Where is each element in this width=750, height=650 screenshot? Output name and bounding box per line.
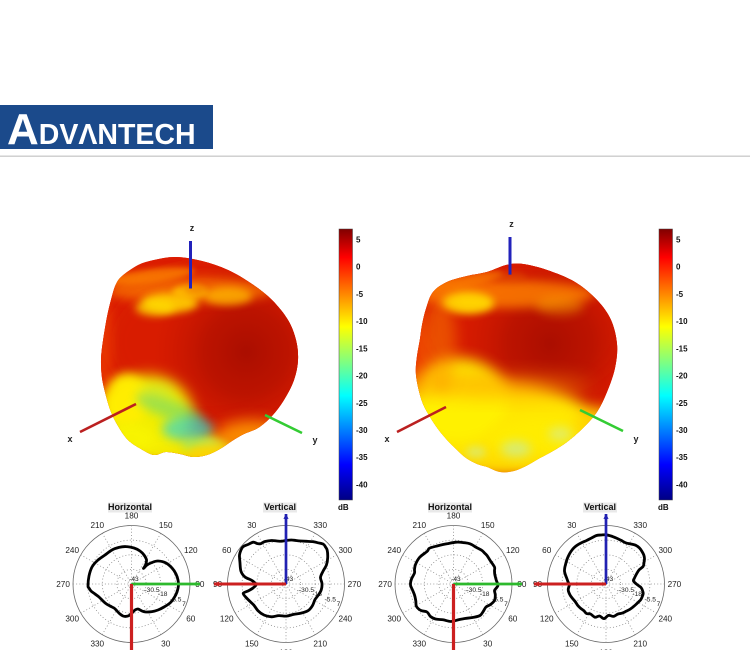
svg-text:-25: -25 <box>676 399 688 408</box>
svg-text:180: 180 <box>279 649 293 650</box>
svg-text:330: 330 <box>313 521 327 530</box>
svg-text:30: 30 <box>247 521 257 530</box>
svg-text:270: 270 <box>348 580 362 589</box>
svg-text:330: 330 <box>90 639 104 648</box>
svg-text:150: 150 <box>565 639 579 648</box>
svg-text:240: 240 <box>65 546 79 555</box>
svg-text:x: x <box>384 434 389 444</box>
svg-text:-30: -30 <box>676 426 688 435</box>
svg-text:-5: -5 <box>356 290 364 299</box>
svg-text:-18: -18 <box>632 591 642 598</box>
svg-text:-20: -20 <box>676 372 688 381</box>
svg-text:60: 60 <box>222 546 232 555</box>
svg-text:-43: -43 <box>451 576 461 583</box>
svg-text:5: 5 <box>356 235 361 244</box>
svg-text:210: 210 <box>90 521 104 530</box>
svg-text:-43: -43 <box>604 576 614 583</box>
svg-text:180: 180 <box>125 512 139 521</box>
svg-text:Vertical: Vertical <box>264 502 296 512</box>
svg-text:5: 5 <box>676 235 681 244</box>
svg-text:7: 7 <box>182 601 186 608</box>
svg-text:240: 240 <box>338 614 352 623</box>
svg-text:150: 150 <box>245 639 259 648</box>
svg-text:300: 300 <box>338 546 352 555</box>
svg-text:Vertical: Vertical <box>584 502 616 512</box>
svg-text:60: 60 <box>542 546 552 555</box>
svg-text:120: 120 <box>220 614 234 623</box>
svg-text:210: 210 <box>633 639 647 648</box>
svg-text:-5.5: -5.5 <box>170 596 182 603</box>
svg-text:-30.5: -30.5 <box>144 587 159 594</box>
svg-text:-35: -35 <box>676 453 688 462</box>
svg-text:30: 30 <box>161 639 171 648</box>
svg-text:z: z <box>190 223 195 233</box>
svg-text:-18: -18 <box>480 591 490 598</box>
svg-text:270: 270 <box>378 580 392 589</box>
svg-text:300: 300 <box>387 614 401 623</box>
svg-text:-30.5: -30.5 <box>299 587 314 594</box>
svg-text:-5.5: -5.5 <box>325 596 337 603</box>
svg-text:60: 60 <box>508 614 518 623</box>
svg-text:180: 180 <box>447 512 461 521</box>
svg-text:270: 270 <box>56 580 70 589</box>
svg-text:-20: -20 <box>356 372 368 381</box>
svg-text:y: y <box>633 434 638 444</box>
svg-text:Horizontal: Horizontal <box>108 502 152 512</box>
svg-text:30: 30 <box>567 521 577 530</box>
svg-text:-5.5: -5.5 <box>645 596 657 603</box>
svg-text:7: 7 <box>337 601 341 608</box>
svg-text:-43: -43 <box>129 576 139 583</box>
svg-text:90: 90 <box>517 580 527 589</box>
svg-text:dB: dB <box>338 503 349 512</box>
svg-text:240: 240 <box>658 614 672 623</box>
svg-text:0: 0 <box>676 263 681 272</box>
svg-text:-25: -25 <box>356 399 368 408</box>
svg-text:-30.5: -30.5 <box>466 587 481 594</box>
svg-text:-10: -10 <box>676 317 688 326</box>
svg-text:-15: -15 <box>676 344 688 353</box>
svg-text:ADVΛNTECH: ADVΛNTECH <box>7 105 196 154</box>
svg-text:0: 0 <box>356 263 361 272</box>
svg-text:-5: -5 <box>676 290 684 299</box>
svg-text:330: 330 <box>633 521 647 530</box>
svg-text:y: y <box>312 435 317 445</box>
svg-text:-10: -10 <box>356 317 368 326</box>
svg-text:-30.5: -30.5 <box>619 587 634 594</box>
svg-text:-15: -15 <box>356 344 368 353</box>
svg-text:-30: -30 <box>356 426 368 435</box>
svg-text:210: 210 <box>412 521 426 530</box>
svg-text:270: 270 <box>668 580 682 589</box>
svg-text:180: 180 <box>599 649 613 650</box>
svg-text:7: 7 <box>504 601 508 608</box>
svg-text:240: 240 <box>387 546 401 555</box>
svg-text:-18: -18 <box>158 591 168 598</box>
svg-text:300: 300 <box>65 614 79 623</box>
svg-text:150: 150 <box>481 521 495 530</box>
svg-text:90: 90 <box>195 580 205 589</box>
svg-text:-35: -35 <box>356 453 368 462</box>
svg-text:120: 120 <box>540 614 554 623</box>
svg-text:-5.5: -5.5 <box>492 596 504 603</box>
svg-text:30: 30 <box>483 639 493 648</box>
svg-text:dB: dB <box>658 503 669 512</box>
svg-text:-40: -40 <box>676 481 688 490</box>
svg-text:300: 300 <box>658 546 672 555</box>
svg-text:210: 210 <box>313 639 327 648</box>
svg-text:Horizontal: Horizontal <box>428 502 472 512</box>
svg-text:7: 7 <box>657 601 661 608</box>
svg-text:150: 150 <box>159 521 173 530</box>
svg-text:330: 330 <box>412 639 426 648</box>
svg-text:-40: -40 <box>356 481 368 490</box>
svg-text:-43: -43 <box>284 576 294 583</box>
svg-text:z: z <box>509 219 514 229</box>
svg-text:60: 60 <box>186 614 196 623</box>
svg-text:120: 120 <box>184 546 198 555</box>
svg-text:120: 120 <box>506 546 520 555</box>
svg-text:x: x <box>67 434 72 444</box>
